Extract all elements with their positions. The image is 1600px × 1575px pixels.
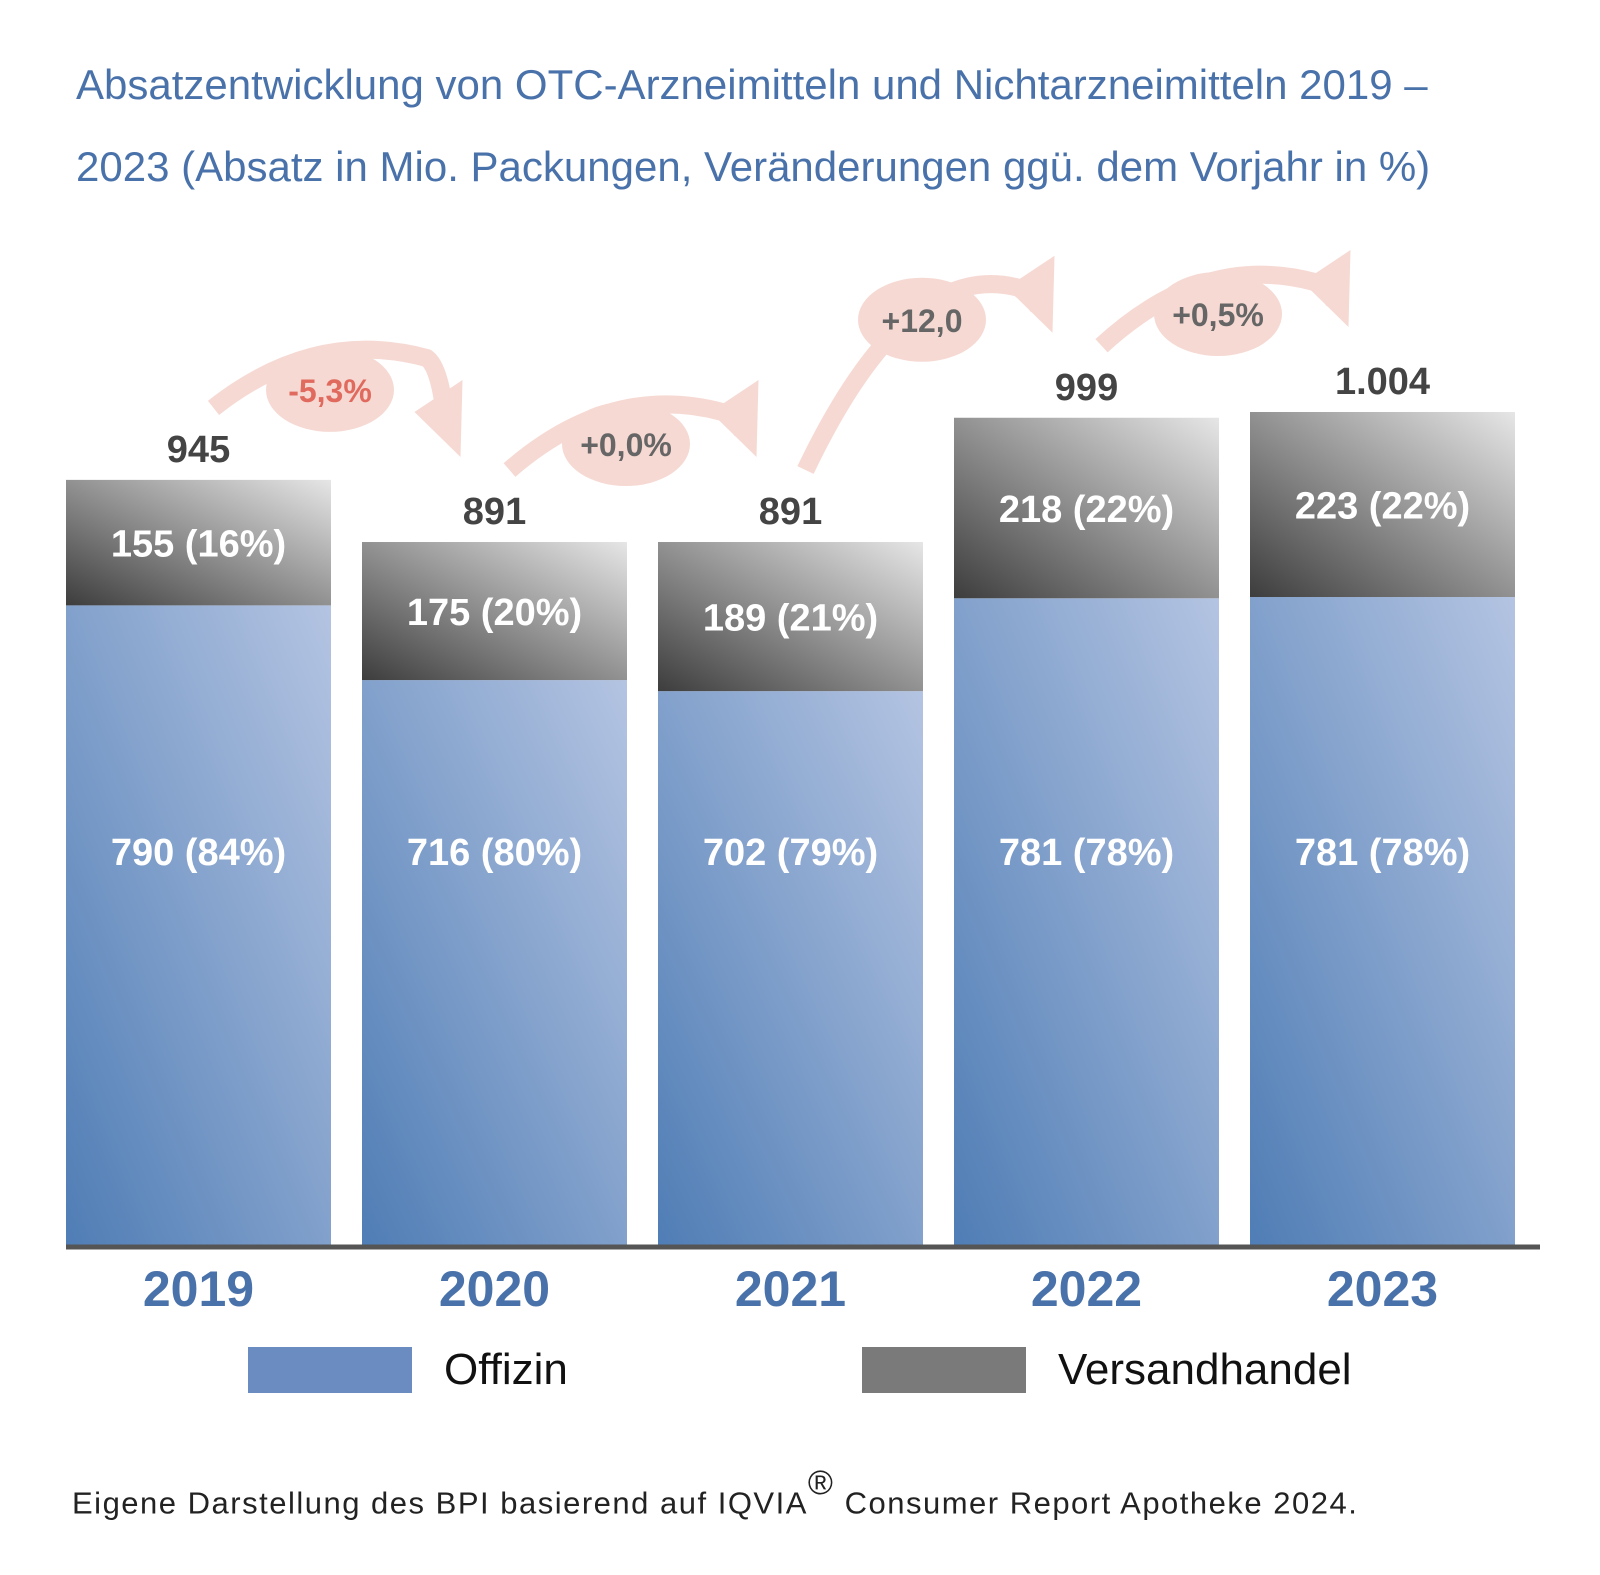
legend: Offizin Versandhandel — [0, 1345, 1600, 1405]
source-text-end: Consumer Report Apotheke 2024. — [834, 1485, 1359, 1521]
bar-offizin-2019 — [66, 605, 331, 1245]
total-label-2023: 1.004 — [1335, 361, 1430, 403]
change-arrow-2022-2023: +0,5% — [1095, 250, 1351, 356]
arrow-head — [710, 380, 759, 458]
data-label-versandhandel-2023: 223 (22%) — [1295, 486, 1470, 528]
arrow-body — [207, 340, 456, 433]
chart-title-line-1: Absatzentwicklung von OTC-Arzneimitteln … — [76, 61, 1428, 108]
data-label-offizin-2020: 716 (80%) — [407, 832, 582, 874]
change-bubble — [1154, 272, 1282, 356]
change-bubble — [266, 347, 394, 432]
registered-mark: ® — [807, 1464, 835, 1502]
change-arrows: -5,3% +0,0% +12,0 +0,5% — [207, 250, 1351, 487]
total-label-2022: 999 — [1055, 367, 1118, 409]
legend-label-versandhandel: Versandhandel — [1058, 1345, 1352, 1394]
change-arrow-2019-2020: -5,3% — [207, 340, 463, 458]
data-label-versandhandel-2019: 155 (16%) — [111, 524, 286, 566]
x-tick-label-2019: 2019 — [143, 1261, 254, 1317]
chart-title-line-2: 2023 (Absatz in Mio. Packungen, Veränder… — [76, 143, 1431, 190]
change-arrow-2020-2021: +0,0% — [503, 380, 759, 487]
data-label-offizin-2021: 702 (79%) — [703, 832, 878, 874]
legend-item-offizin: Offizin — [248, 1345, 568, 1395]
arrow-head — [1006, 255, 1055, 333]
change-arrow-2021-2022: +12,0 — [797, 255, 1055, 474]
total-label-2021: 891 — [759, 491, 822, 533]
bar-offizin-2022 — [954, 598, 1219, 1245]
total-label-2019: 945 — [167, 429, 230, 471]
x-tick-label-2022: 2022 — [1031, 1261, 1142, 1317]
change-label-2022-2023: +0,5% — [1172, 297, 1264, 333]
change-label-2019-2020: -5,3% — [288, 373, 372, 409]
bar-offizin-2023 — [1250, 597, 1515, 1245]
bar-versandhandel-2020 — [362, 542, 627, 681]
data-label-versandhandel-2022: 218 (22%) — [999, 489, 1174, 531]
bar-labels: 155 (16%) 790 (84%) 945 175 (20%) 716 (80%) 8… — [111, 361, 1470, 874]
source-text: Eigene Darstellung des BPI basierend auf… — [72, 1485, 808, 1521]
bar-offizin-2020 — [362, 680, 627, 1245]
x-axis-tick-labels: 2019 2020 2021 2022 2023 — [143, 1261, 1438, 1317]
x-tick-label-2023: 2023 — [1327, 1261, 1438, 1317]
arrow-head — [1302, 250, 1351, 327]
bar-versandhandel-2019 — [66, 479, 331, 606]
change-label-2021-2022: +12,0 — [882, 303, 963, 339]
bar-versandhandel-2022 — [954, 417, 1219, 599]
chart-plot: -5,3% +0,0% +12,0 +0,5% 155 (16%) 790 (84%) 9… — [66, 250, 1540, 1317]
change-bubble — [858, 277, 986, 362]
x-tick-label-2021: 2021 — [735, 1261, 846, 1317]
data-label-versandhandel-2020: 175 (20%) — [407, 592, 582, 634]
data-label-offizin-2019: 790 (84%) — [111, 832, 286, 874]
chart-title: Absatzentwicklung von OTC-Arzneimitteln … — [76, 44, 1536, 208]
bars — [66, 412, 1515, 1245]
x-tick-label-2020: 2020 — [439, 1261, 550, 1317]
bar-versandhandel-2023 — [1250, 412, 1515, 598]
source-note: Eigene Darstellung des BPI basierend auf… — [72, 1464, 1359, 1521]
bar-versandhandel-2021 — [658, 542, 923, 692]
arrow-head — [414, 380, 463, 458]
legend-label-offizin: Offizin — [444, 1345, 568, 1394]
data-label-offizin-2023: 781 (78%) — [1295, 832, 1470, 874]
total-label-2020: 891 — [463, 491, 526, 533]
data-label-versandhandel-2021: 189 (21%) — [703, 598, 878, 640]
change-bubble — [562, 402, 690, 487]
bar-offizin-2021 — [658, 691, 923, 1245]
legend-swatch-offizin — [248, 1347, 412, 1393]
legend-swatch-versandhandel — [862, 1347, 1026, 1393]
data-label-offizin-2022: 781 (78%) — [999, 832, 1174, 874]
change-label-2020-2021: +0,0% — [580, 427, 672, 463]
legend-item-versandhandel: Versandhandel — [862, 1345, 1352, 1395]
